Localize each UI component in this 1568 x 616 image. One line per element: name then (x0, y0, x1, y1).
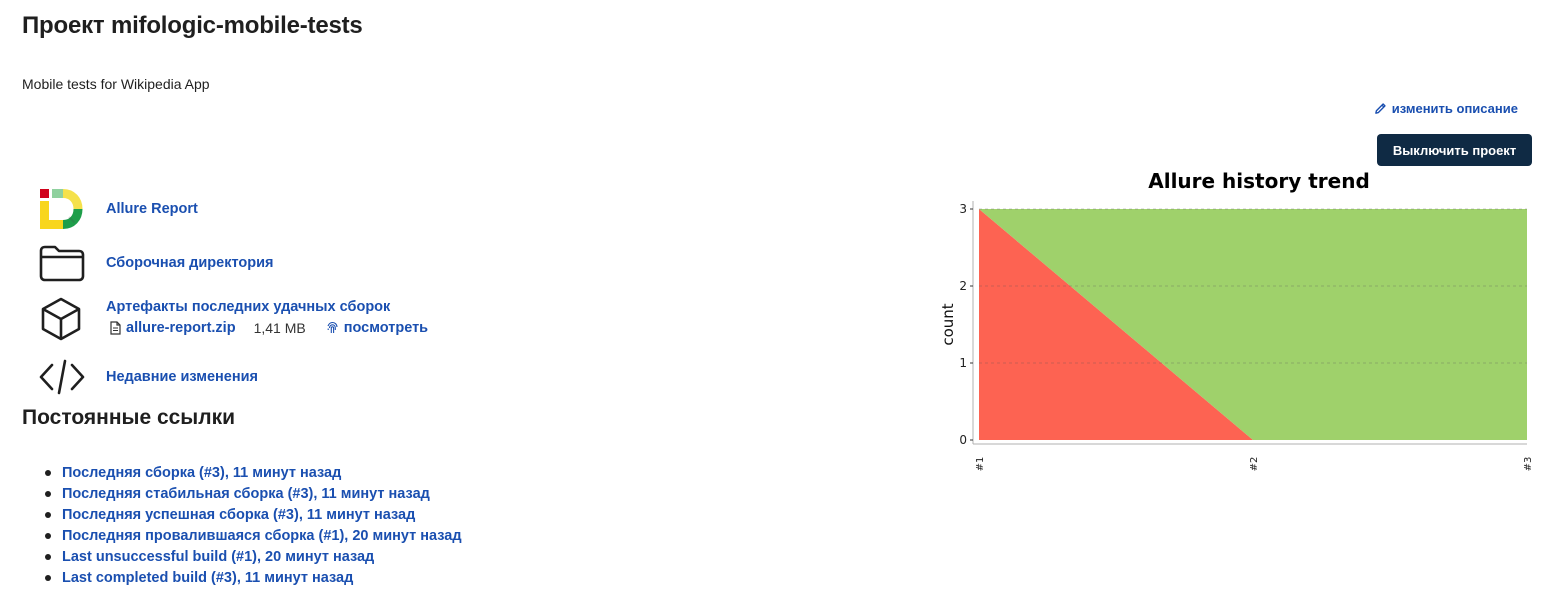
permalinks-list: Последняя сборка (#3), 11 минут назад По… (40, 462, 462, 588)
allure-history-trend-chart[interactable]: Allure history trend 0 1 2 3 count #1 #2 #3 (936, 166, 1536, 476)
bullet (45, 511, 51, 518)
cube-icon (38, 296, 88, 342)
x-tick-label: #2 (1249, 457, 1260, 472)
trend-chart-svg: Allure history trend 0 1 2 3 count #1 #2 #3 (939, 169, 1534, 472)
action-allure-report[interactable]: Allure Report (38, 186, 198, 232)
list-item: Последняя провалившаяся сборка (#1), 20 … (40, 525, 462, 546)
series-area-passed (979, 209, 1527, 440)
y-tick-label: 2 (959, 279, 967, 293)
allure-logo-icon (38, 186, 88, 232)
disable-project-button[interactable]: Выключить проект (1377, 134, 1532, 166)
list-item: Last completed build (#3), 11 минут наза… (40, 567, 462, 588)
edit-description-link[interactable]: изменить описание (1374, 101, 1518, 116)
bullet (45, 574, 51, 581)
permalink-last-stable-build[interactable]: Последняя стабильная сборка (#3), 11 мин… (62, 485, 430, 502)
last-artifacts-link[interactable]: Артефакты последних удачных сборок (106, 299, 391, 315)
y-axis-label: count (939, 303, 957, 345)
list-item: Последняя успешная сборка (#3), 11 минут… (40, 504, 462, 525)
action-last-artifacts[interactable]: Артефакты последних удачных сборок (38, 296, 390, 342)
bullet (45, 469, 51, 476)
page-title: Проект mifologic-mobile-tests (22, 12, 363, 39)
code-icon (38, 354, 88, 400)
bullet (45, 553, 51, 560)
chart-title: Allure history trend (1148, 169, 1370, 193)
y-tick-label: 3 (959, 202, 967, 216)
bullet (45, 490, 51, 497)
permalinks-title: Постоянные ссылки (22, 406, 236, 429)
allure-report-link[interactable]: Allure Report (106, 201, 198, 217)
artifact-file-link[interactable]: allure-report.zip (126, 320, 236, 336)
action-build-directory[interactable]: Сборочная директория (38, 240, 273, 286)
permalink-last-unsuccessful-build[interactable]: Last unsuccessful build (#1), 20 минут н… (62, 548, 375, 565)
recent-changes-link[interactable]: Недавние изменения (106, 369, 258, 385)
artifact-file-size: 1,41 MB (253, 320, 306, 336)
permalink-last-completed-build[interactable]: Last completed build (#3), 11 минут наза… (62, 569, 354, 586)
view-artifact-link[interactable]: посмотреть (343, 320, 429, 336)
list-item: Последняя стабильная сборка (#3), 11 мин… (40, 483, 462, 504)
y-tick-label: 1 (959, 356, 967, 370)
x-tick-label: #3 (1523, 457, 1534, 472)
permalink-last-failed-build[interactable]: Последняя провалившаяся сборка (#1), 20 … (62, 527, 462, 544)
list-item: Последняя сборка (#3), 11 минут назад (40, 462, 462, 483)
build-directory-link[interactable]: Сборочная директория (106, 255, 274, 271)
y-tick-label: 0 (959, 433, 967, 447)
list-item: Last unsuccessful build (#1), 20 минут н… (40, 546, 462, 567)
fingerprint-icon (327, 321, 338, 334)
action-recent-changes[interactable]: Недавние изменения (38, 354, 258, 400)
series-area-failed (979, 209, 1527, 440)
artifact-entry: allure-report.zip 1,41 MB посмотреть (110, 320, 428, 336)
edit-description-label: изменить описание (1391, 101, 1518, 116)
permalink-last-build[interactable]: Последняя сборка (#3), 11 минут назад (62, 464, 342, 481)
bullet (45, 532, 51, 539)
file-icon (110, 321, 121, 335)
project-description: Mobile tests for Wikipedia App (22, 76, 210, 92)
folder-icon (38, 240, 88, 286)
x-tick-label: #1 (975, 457, 986, 472)
pencil-icon (1374, 103, 1386, 114)
permalink-last-successful-build[interactable]: Последняя успешная сборка (#3), 11 минут… (62, 506, 416, 523)
